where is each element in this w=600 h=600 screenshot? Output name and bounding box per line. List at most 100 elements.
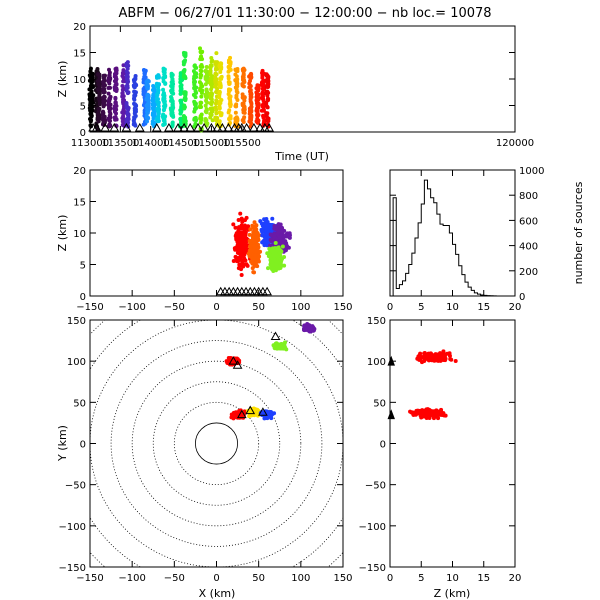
histogram-ytick-label: 400	[519, 242, 538, 253]
xz-ytick-label: 20	[73, 166, 86, 177]
time-height-point	[233, 104, 238, 109]
xz-point	[270, 216, 275, 221]
time-height-point	[146, 107, 151, 112]
time-height-point	[217, 95, 222, 100]
zy-point	[441, 353, 446, 358]
time-height-triangle-marker	[217, 122, 228, 132]
time-height-point	[178, 111, 183, 116]
time-height-point	[178, 85, 183, 90]
plan-triangle-marker	[232, 360, 243, 369]
zy-ytick-label: −150	[359, 563, 386, 574]
xz-point	[247, 238, 252, 243]
time-height-point	[89, 108, 94, 113]
time-height-burst	[160, 66, 168, 127]
histogram-ytick-label: 1000	[519, 166, 544, 177]
time-height-point	[102, 86, 107, 91]
xz-point	[287, 231, 292, 236]
time-height-point	[249, 71, 254, 76]
histogram-ytick-label: 0	[519, 292, 525, 303]
plan-xtick-label: 150	[333, 573, 352, 584]
time-height-point	[132, 79, 137, 84]
time-height-point	[141, 67, 146, 72]
time-height-burst	[240, 66, 247, 125]
plan-ytick-label: 100	[67, 357, 86, 368]
xz-ytick-label: 15	[73, 198, 86, 209]
xz-point	[243, 230, 248, 235]
zy-ytick-label: −50	[365, 481, 386, 492]
xz-cluster	[231, 211, 252, 277]
xz-xtick-label: −50	[164, 302, 185, 313]
time-height-burst	[233, 67, 240, 129]
xz-point	[268, 225, 273, 230]
time-height-ytick-label: 20	[73, 22, 86, 33]
xz-triangle-marker	[224, 286, 235, 296]
time-height-point	[248, 78, 253, 83]
xz-point	[238, 211, 243, 216]
time-height-point	[214, 72, 219, 77]
time-height-burst	[259, 68, 267, 128]
time-height-point	[156, 102, 161, 107]
zy-point	[436, 416, 441, 421]
time-height-point	[198, 72, 203, 77]
zy-ytick-label: −100	[359, 522, 386, 533]
time-height-ylabel: Z (km)	[56, 61, 69, 98]
time-height-point	[171, 105, 176, 110]
xz-point	[259, 221, 264, 226]
time-height-point	[241, 69, 246, 74]
time-height-point	[106, 85, 111, 90]
time-height-point	[182, 103, 187, 108]
time-height-point	[90, 83, 95, 88]
time-height-point	[235, 90, 240, 95]
plan-cluster	[302, 322, 317, 334]
xz-point	[273, 241, 278, 246]
time-height-point	[248, 92, 253, 97]
xz-point	[284, 241, 289, 246]
time-height-point	[214, 89, 219, 94]
xz-ylabel: Z (km)	[56, 215, 69, 252]
time-height-point	[198, 75, 203, 80]
time-height-triangle-marker	[121, 122, 132, 132]
time-height-point	[113, 115, 118, 120]
time-height-point	[142, 74, 147, 79]
time-height-point	[199, 54, 204, 59]
time-height-point	[228, 97, 233, 102]
xz-xtick-label: 100	[291, 302, 310, 313]
time-height-point	[240, 83, 245, 88]
time-height-point	[242, 95, 247, 100]
time-height-point	[178, 117, 183, 122]
time-height-point	[241, 117, 246, 122]
time-height-point	[204, 64, 209, 69]
time-height-point	[264, 84, 269, 89]
plan-ytick-label: 0	[80, 440, 86, 451]
plan-triangle-marker	[245, 405, 256, 415]
time-height-xtick-label: 120000	[496, 138, 534, 149]
time-height-point	[228, 102, 233, 107]
xz-triangle-marker	[241, 286, 251, 296]
time-height-point	[265, 118, 270, 123]
xz-point	[251, 270, 256, 275]
xz-point	[253, 257, 258, 262]
xz-panel: −150 −100 −50 0 50 100 150 0 5 10 15 20 Z (km)	[56, 166, 353, 313]
xz-point	[268, 237, 273, 242]
xz-point	[268, 243, 273, 248]
zy-ytick-label: 50	[373, 398, 386, 409]
zy-point	[417, 410, 422, 415]
zy-point	[417, 355, 422, 360]
zy-point	[409, 410, 414, 415]
time-height-triangle-marker	[264, 122, 274, 132]
time-height-point	[103, 118, 108, 123]
time-height-triangle-marker	[134, 122, 145, 132]
xz-point	[272, 253, 277, 258]
xz-point	[264, 217, 269, 222]
time-height-triangle-marker	[91, 122, 102, 132]
time-height-burst	[213, 51, 220, 127]
plan-triangle-marker	[228, 356, 239, 365]
time-height-xtick-label: 113000	[71, 138, 109, 149]
zy-point	[421, 414, 426, 419]
xz-point	[255, 264, 260, 269]
time-height-point	[217, 90, 222, 95]
time-height-point	[183, 74, 188, 79]
time-height-point	[248, 99, 253, 104]
time-height-burst	[254, 83, 261, 125]
time-height-point	[141, 89, 146, 94]
